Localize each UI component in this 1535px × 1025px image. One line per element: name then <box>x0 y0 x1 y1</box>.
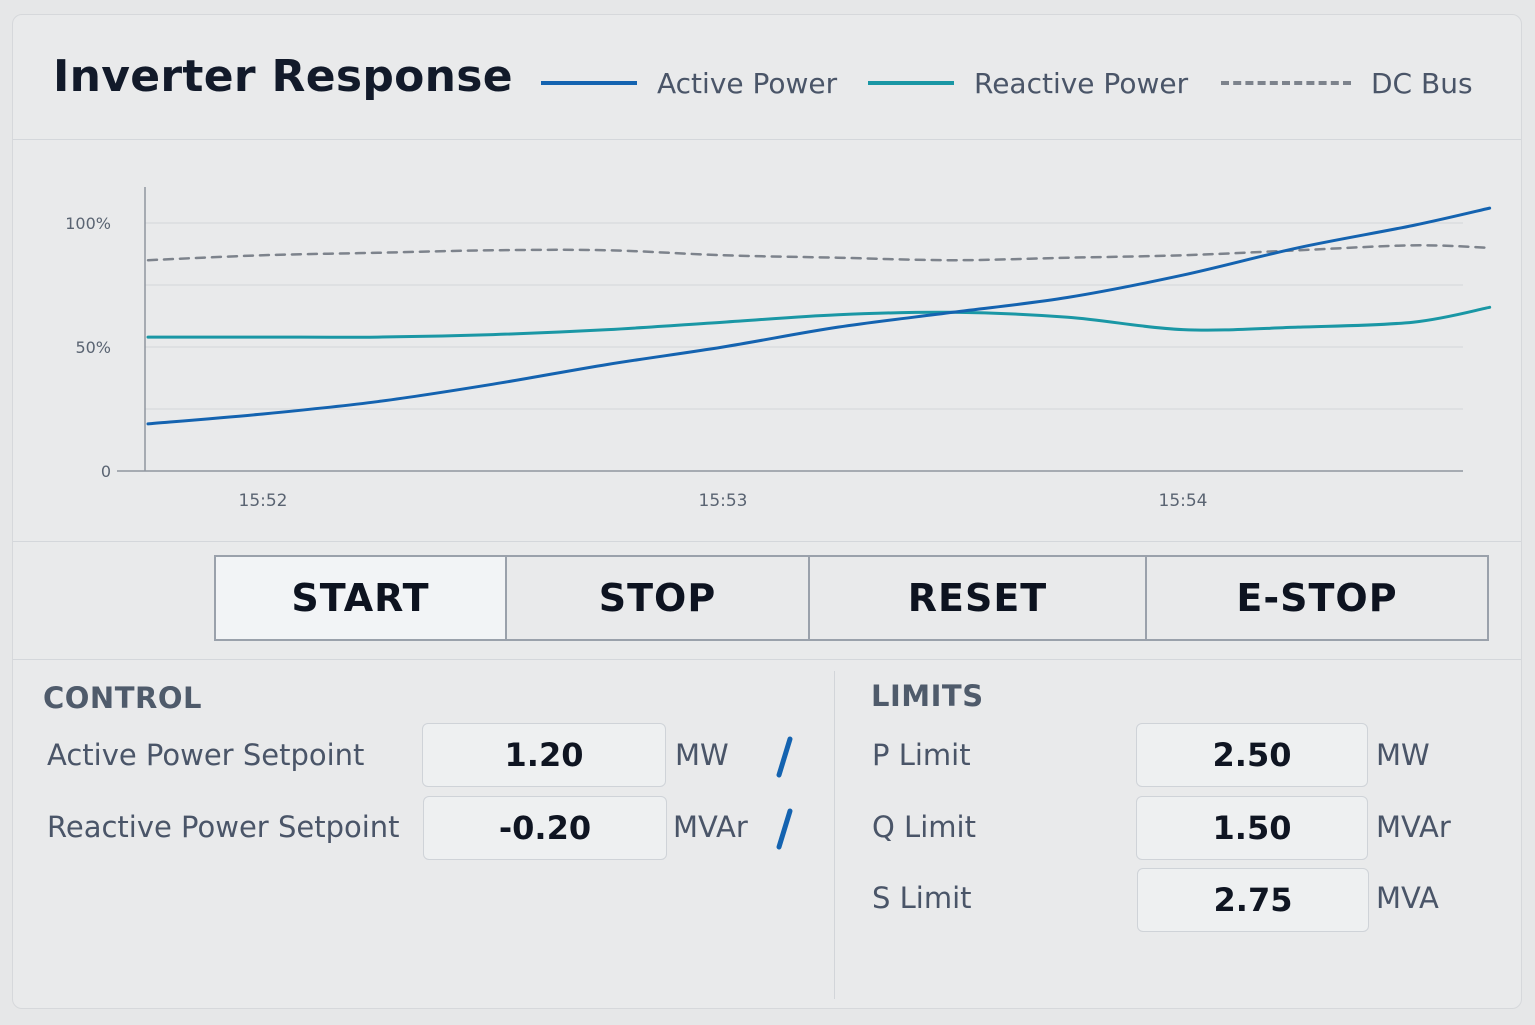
legend-swatch-reactive-power <box>868 81 954 85</box>
emergency-stop-button[interactable]: E-STOP <box>1145 555 1489 641</box>
x-tick-label: 15:54 <box>1159 491 1208 511</box>
start-button[interactable]: START <box>214 555 507 641</box>
series-line-dc-bus <box>146 244 1491 262</box>
s-limit-label: S Limit <box>872 881 972 915</box>
series-line-active-power <box>146 206 1492 426</box>
edit-reactive-power-icon[interactable] <box>773 807 797 851</box>
inverter-panel: Inverter Response Active Power Reactive … <box>12 14 1522 1009</box>
p-limit-unit: MW <box>1376 738 1430 772</box>
line-chart: 0 50% 100% 15:52 15:53 15:54 <box>65 187 1492 511</box>
legend-swatch-dc-bus <box>1221 81 1351 85</box>
p-limit-label: P Limit <box>872 738 971 772</box>
legend-active-power: Active Power <box>541 65 837 101</box>
reset-button[interactable]: RESET <box>808 555 1147 641</box>
legend-label-dc-bus: DC Bus <box>1371 66 1473 100</box>
s-limit-field[interactable]: 2.75 <box>1137 868 1369 932</box>
y-tick-label: 100% <box>65 214 111 233</box>
chart-area: 0 50% 100% 15:52 15:53 15:54 <box>13 139 1521 542</box>
legend-label-active-power: Active Power <box>657 66 838 100</box>
legend-swatch-active-power <box>541 81 637 85</box>
limits-section-title: LIMITS <box>871 679 984 713</box>
y-tick-label: 50% <box>75 338 111 357</box>
reactive-power-setpoint-field[interactable]: -0.20 <box>423 796 667 860</box>
x-tick-label: 15:52 <box>239 491 288 511</box>
legend-label-reactive-power: Reactive Power <box>974 66 1189 100</box>
active-power-setpoint-field[interactable]: 1.20 <box>422 723 666 787</box>
series-line-reactive-power <box>146 305 1492 339</box>
panel-header: Inverter Response Active Power Reactive … <box>13 15 1521 140</box>
page-title: Inverter Response <box>53 51 513 102</box>
control-section-title: CONTROL <box>43 681 202 715</box>
reactive-power-setpoint-label: Reactive Power Setpoint <box>47 810 400 844</box>
p-limit-field[interactable]: 2.50 <box>1136 723 1368 787</box>
s-limit-unit: MVA <box>1376 881 1439 915</box>
active-power-setpoint-label: Active Power Setpoint <box>47 738 365 772</box>
y-tick-label: 0 <box>101 462 111 481</box>
active-power-setpoint-unit: MW <box>675 738 729 772</box>
stop-button[interactable]: STOP <box>505 555 810 641</box>
reactive-power-setpoint-unit: MVAr <box>673 810 748 844</box>
section-divider <box>834 671 835 999</box>
x-tick-label: 15:53 <box>699 491 748 511</box>
q-limit-unit: MVAr <box>1376 810 1451 844</box>
legend-dc-bus: DC Bus <box>1221 65 1473 101</box>
q-limit-label: Q Limit <box>872 810 976 844</box>
legend-reactive-power: Reactive Power <box>868 65 1188 101</box>
command-buttons: START STOP RESET E-STOP <box>13 541 1521 660</box>
edit-active-power-icon[interactable] <box>773 735 797 779</box>
q-limit-field[interactable]: 1.50 <box>1136 796 1368 860</box>
